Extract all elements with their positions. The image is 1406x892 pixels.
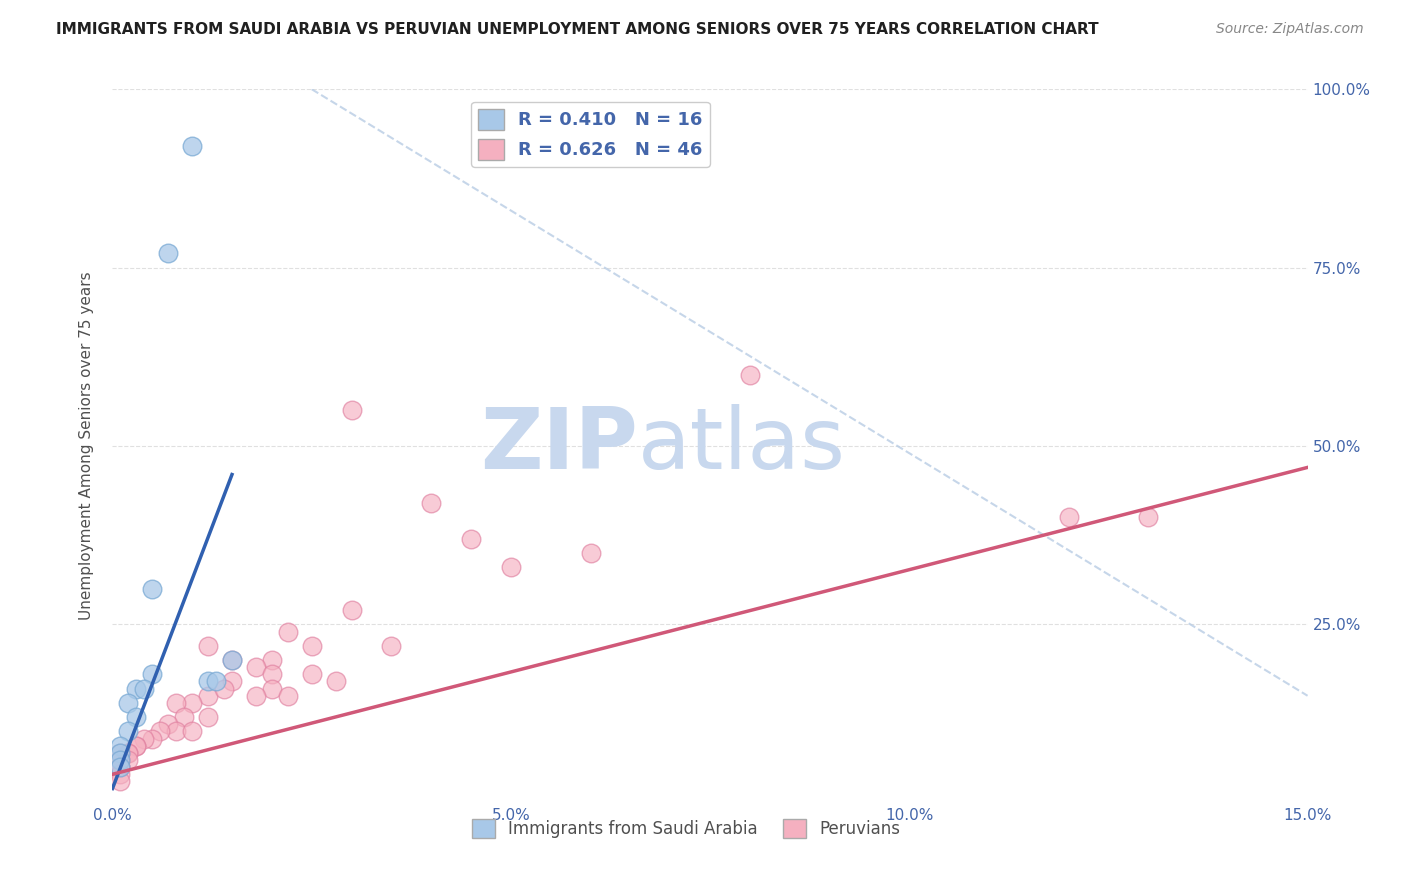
- Point: [277, 624, 299, 639]
- Point: [460, 532, 482, 546]
- Point: [157, 246, 180, 260]
- Point: [165, 696, 187, 710]
- Point: [110, 760, 132, 774]
- Point: [221, 653, 243, 667]
- Point: [165, 724, 187, 739]
- Legend: Immigrants from Saudi Arabia, Peruvians: Immigrants from Saudi Arabia, Peruvians: [465, 812, 907, 845]
- Point: [301, 639, 323, 653]
- Point: [141, 731, 163, 746]
- Point: [125, 681, 148, 696]
- Point: [260, 681, 283, 696]
- Point: [134, 681, 156, 696]
- Point: [420, 496, 443, 510]
- Point: [141, 667, 163, 681]
- Point: [197, 639, 219, 653]
- Point: [1057, 510, 1080, 524]
- Point: [1137, 510, 1160, 524]
- Point: [181, 696, 204, 710]
- Point: [301, 667, 323, 681]
- Point: [181, 724, 204, 739]
- Point: [141, 582, 163, 596]
- Point: [117, 746, 139, 760]
- Text: ZIP: ZIP: [481, 404, 638, 488]
- Point: [117, 696, 139, 710]
- Point: [380, 639, 402, 653]
- Point: [197, 710, 219, 724]
- Point: [260, 667, 283, 681]
- Point: [173, 710, 195, 724]
- Point: [221, 674, 243, 689]
- Text: atlas: atlas: [638, 404, 846, 488]
- Point: [134, 731, 156, 746]
- Point: [110, 746, 132, 760]
- Point: [499, 560, 522, 574]
- Text: Source: ZipAtlas.com: Source: ZipAtlas.com: [1216, 22, 1364, 37]
- Point: [245, 689, 267, 703]
- Point: [197, 689, 219, 703]
- Point: [340, 403, 363, 417]
- Point: [117, 753, 139, 767]
- Point: [212, 681, 235, 696]
- Point: [110, 746, 132, 760]
- Point: [110, 753, 132, 767]
- Point: [110, 753, 132, 767]
- Point: [245, 660, 267, 674]
- Point: [125, 710, 148, 724]
- Point: [738, 368, 761, 382]
- Point: [149, 724, 172, 739]
- Point: [110, 760, 132, 774]
- Point: [117, 724, 139, 739]
- Point: [125, 739, 148, 753]
- Point: [340, 603, 363, 617]
- Point: [125, 739, 148, 753]
- Point: [110, 767, 132, 781]
- Point: [325, 674, 347, 689]
- Y-axis label: Unemployment Among Seniors over 75 years: Unemployment Among Seniors over 75 years: [79, 272, 94, 620]
- Point: [157, 717, 180, 731]
- Point: [110, 739, 132, 753]
- Point: [110, 760, 132, 774]
- Text: IMMIGRANTS FROM SAUDI ARABIA VS PERUVIAN UNEMPLOYMENT AMONG SENIORS OVER 75 YEAR: IMMIGRANTS FROM SAUDI ARABIA VS PERUVIAN…: [56, 22, 1099, 37]
- Point: [260, 653, 283, 667]
- Point: [205, 674, 228, 689]
- Point: [277, 689, 299, 703]
- Point: [579, 546, 602, 560]
- Point: [110, 774, 132, 789]
- Point: [117, 746, 139, 760]
- Point: [181, 139, 204, 153]
- Point: [197, 674, 219, 689]
- Point: [221, 653, 243, 667]
